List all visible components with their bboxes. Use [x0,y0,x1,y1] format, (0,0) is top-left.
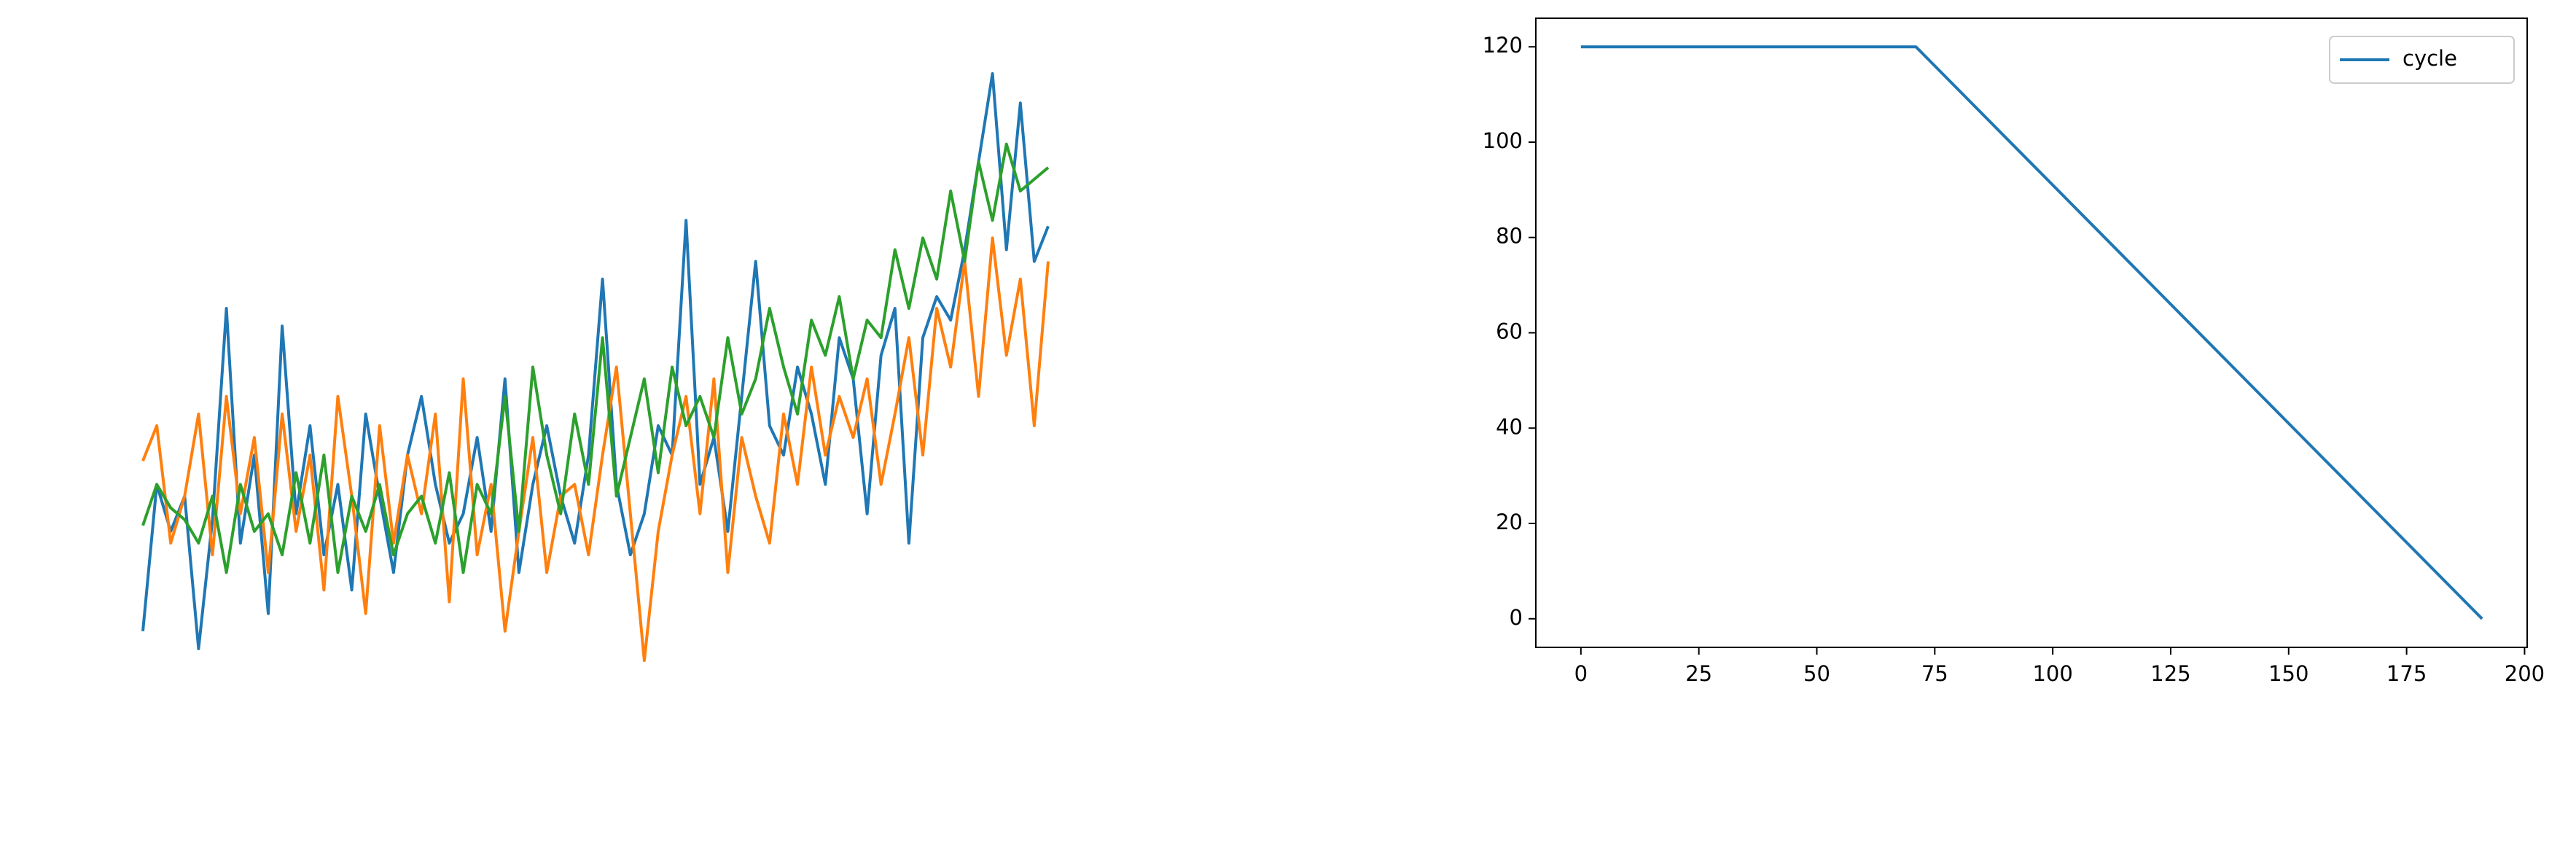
x-tick-label: 200 [2505,661,2545,686]
y-tick-label: 80 [1496,224,1523,249]
y-tick-label: 0 [1510,605,1523,630]
series-line [1580,45,2483,620]
y-tick-label: 60 [1496,319,1523,344]
x-tick-label: 150 [2268,661,2308,686]
y-tick-label: 100 [1483,128,1523,153]
x-tick-label: 75 [1921,661,1948,686]
x-tick-label: 50 [1803,661,1830,686]
y-tick-label: 120 [1483,33,1523,58]
y-tick-label: 40 [1496,414,1523,439]
x-tick-label: 25 [1685,661,1712,686]
legend-label: cycle [2403,46,2457,71]
x-tick-label: 100 [2032,661,2072,686]
axes-frame [1535,17,2528,648]
series-line [141,142,1050,574]
x-tick-label: 0 [1574,661,1588,686]
series-line [141,236,1050,662]
legend-box [2329,36,2515,84]
x-tick-label: 175 [2386,661,2427,686]
y-tick-label: 20 [1496,510,1523,534]
x-tick-label: 125 [2150,661,2190,686]
